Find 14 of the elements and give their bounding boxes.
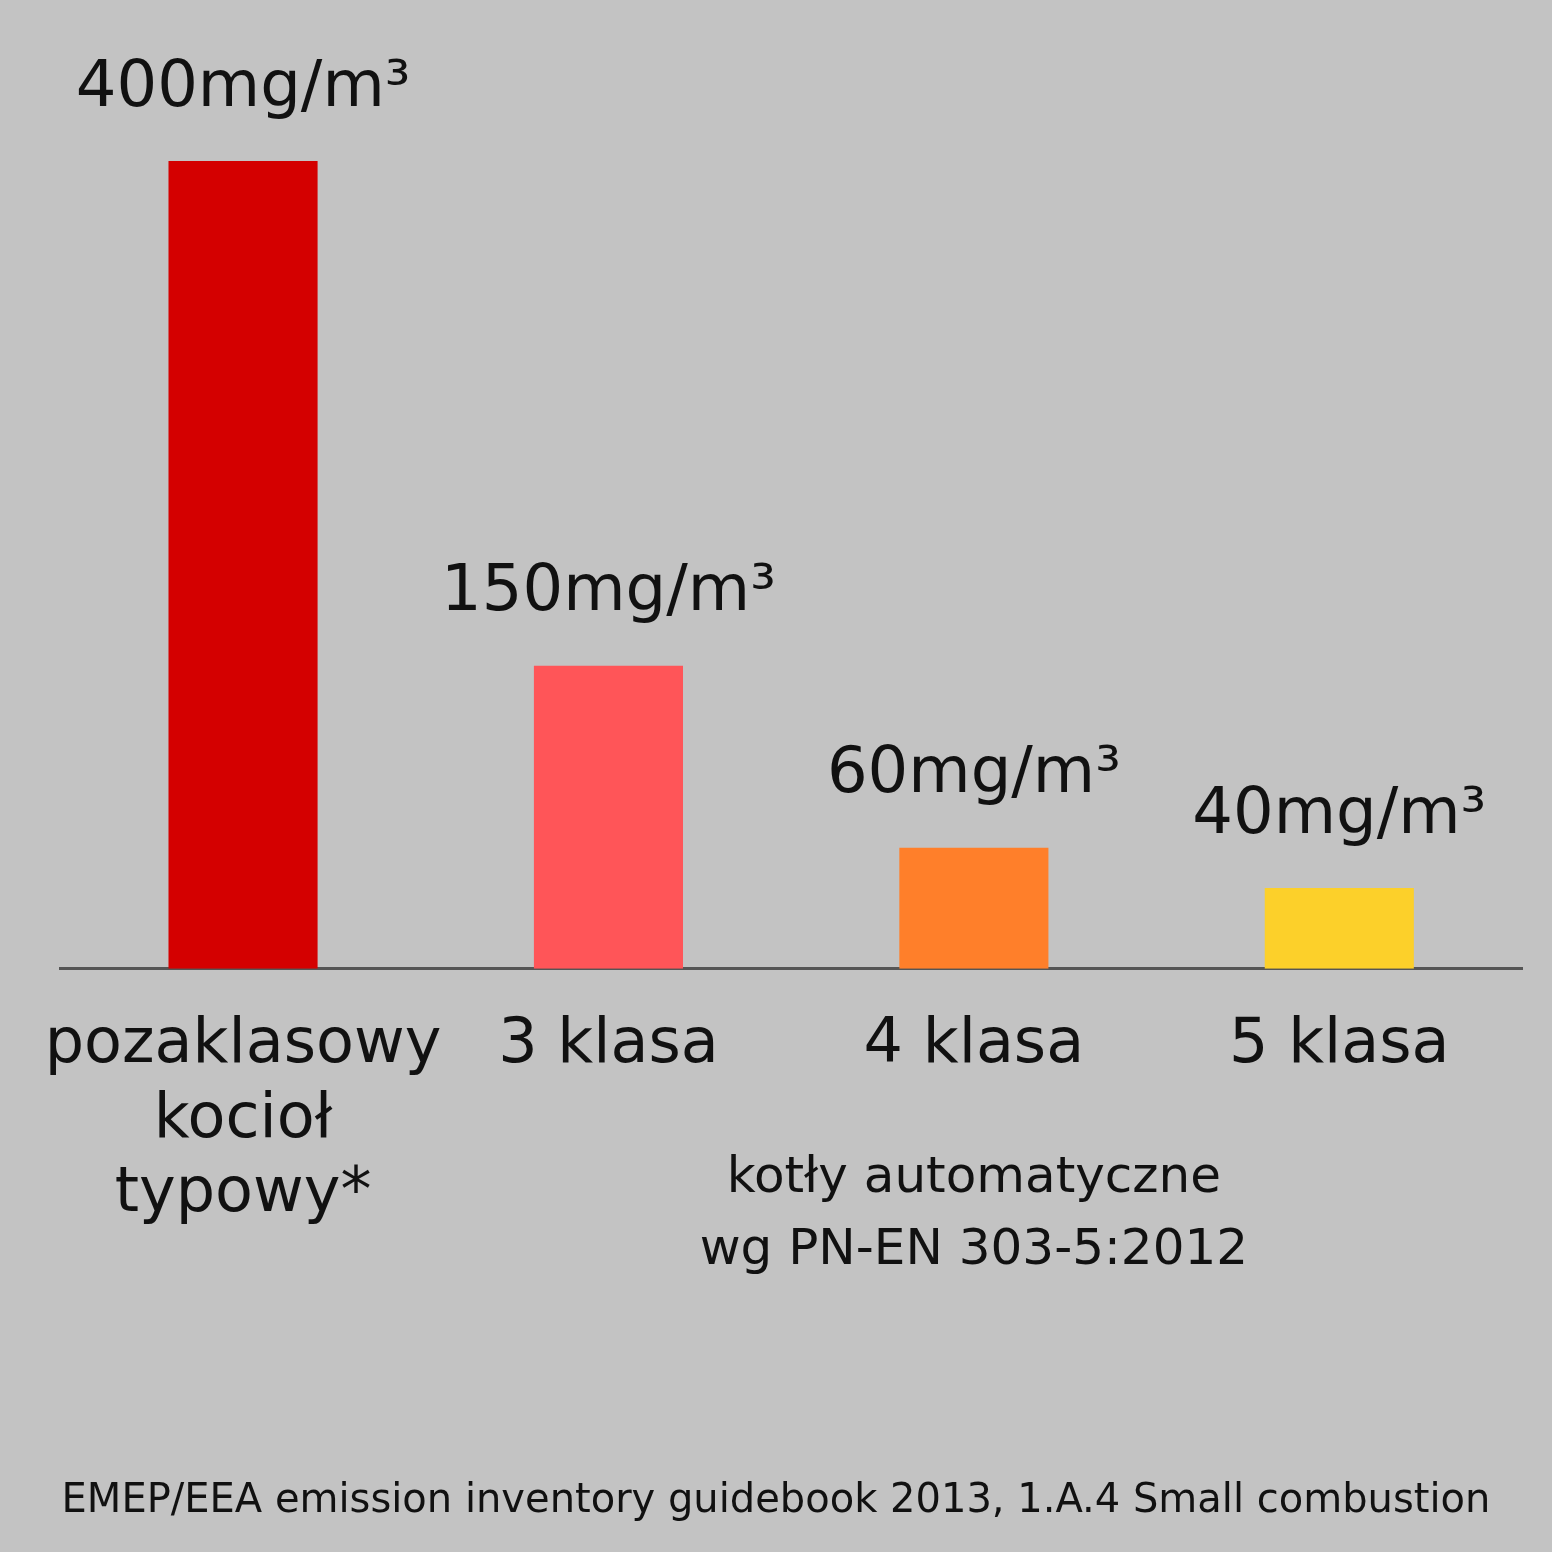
text: EMEP/EEA emission inventory guidebook 2013, 1.A.4 Small combustion <box>61 1475 1491 1522</box>
data-label: 400mg/m³ <box>75 46 411 121</box>
bar <box>1264 888 1414 969</box>
data-label: 40mg/m³ <box>1192 773 1487 848</box>
bar <box>168 160 318 969</box>
x-tick-label: 5 klasa <box>1229 1004 1450 1078</box>
data-label: 150mg/m³ <box>441 551 776 626</box>
bar <box>533 665 683 969</box>
text: kotły automatyczne wg PN-EN 303-5:2012 <box>699 1145 1249 1276</box>
x-tick-label: 3 klasa <box>498 1004 719 1078</box>
data-label: 60mg/m³ <box>826 733 1121 808</box>
bar <box>899 847 1049 969</box>
x-tick-label: pozaklasowy kocioł typowy* <box>44 1004 442 1226</box>
x-tick-label: 4 klasa <box>863 1004 1085 1078</box>
